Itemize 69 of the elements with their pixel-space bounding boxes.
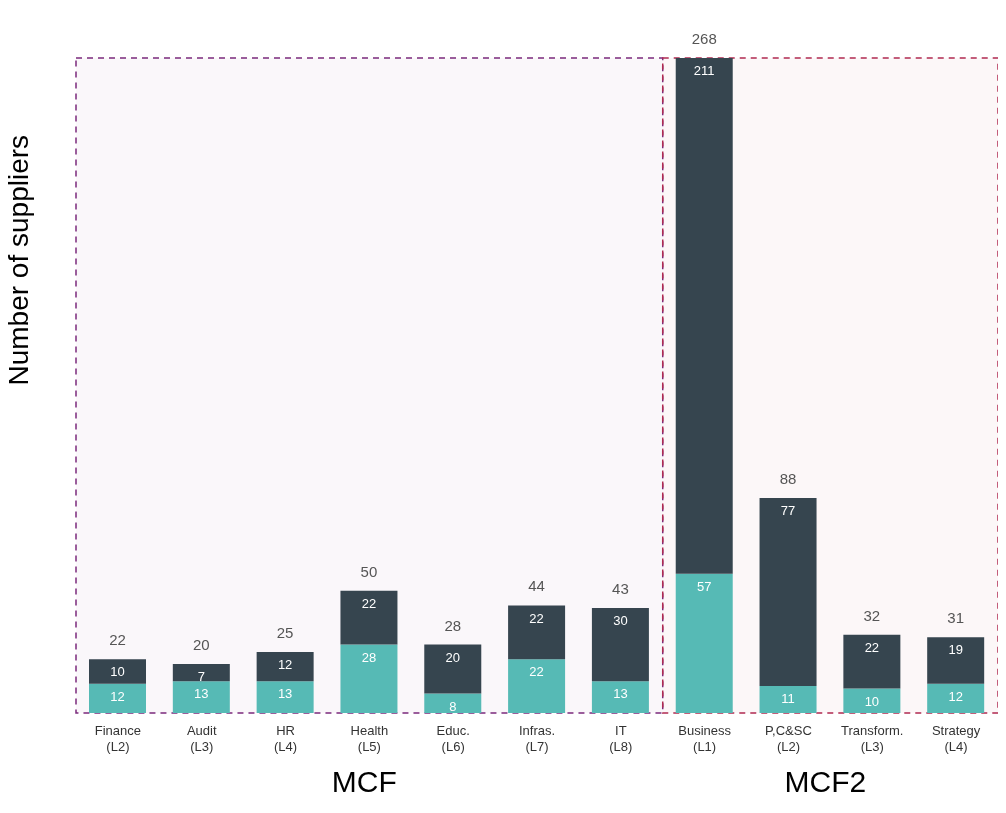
- bar: [424, 644, 482, 694]
- data-label: 77: [780, 503, 796, 519]
- data-label: 19: [948, 642, 963, 658]
- total-label: 32: [863, 606, 881, 624]
- bar: [927, 683, 985, 713]
- x-tick-label: Strategy (L4): [931, 723, 981, 754]
- bar: [927, 637, 985, 684]
- band-label: MCF: [331, 765, 397, 798]
- total-label: 31: [947, 609, 965, 627]
- x-tick-label: Transform. (L3): [841, 723, 904, 754]
- bar: [340, 644, 398, 713]
- bar: [591, 681, 649, 713]
- total-label: 268: [691, 30, 717, 47]
- bar: [675, 58, 733, 574]
- y-axis-title: Number of suppliers: [2, 134, 34, 386]
- data-label: 10: [864, 693, 880, 709]
- bar: [759, 686, 817, 713]
- data-label: 13: [613, 686, 628, 702]
- total-label: 43: [612, 579, 629, 597]
- data-label: 8: [449, 698, 457, 714]
- x-tick-label: IT (L8): [609, 723, 633, 754]
- data-label: 22: [529, 610, 544, 626]
- bar: [89, 659, 146, 684]
- x-tick-label: P,C&SC (L2): [765, 723, 812, 754]
- x-tick-label: Finance (L2): [94, 723, 142, 754]
- data-label: 13: [277, 686, 293, 702]
- total-label: 20: [192, 636, 210, 654]
- total-label: 50: [360, 562, 378, 580]
- total-label: 28: [444, 616, 462, 634]
- bar: [675, 573, 733, 713]
- data-label: 30: [613, 613, 628, 629]
- data-label: 22: [361, 596, 377, 612]
- x-tick-label: Audit (L3): [186, 723, 217, 754]
- bar: [256, 651, 314, 682]
- data-label: 22: [864, 640, 880, 656]
- bar: [843, 688, 901, 713]
- bar: [256, 681, 314, 713]
- x-tick-label: Health (L5): [350, 723, 389, 754]
- bar: [172, 681, 230, 713]
- bar: [89, 683, 146, 713]
- data-label: 12: [277, 657, 293, 673]
- data-label: 11: [781, 691, 795, 707]
- data-label: 7: [197, 669, 205, 685]
- bar: [843, 634, 901, 689]
- total-label: 25: [276, 623, 294, 641]
- bar: [508, 659, 566, 713]
- x-tick-label: Educ. (L6): [436, 723, 470, 754]
- x-tick-label: Business (L1): [678, 723, 732, 754]
- data-label: 57: [696, 578, 712, 594]
- band-label: MCF2: [784, 765, 867, 798]
- bar: [424, 693, 482, 713]
- data-label: 211: [693, 63, 715, 79]
- bar: [508, 605, 566, 660]
- data-label: 22: [529, 664, 544, 680]
- bar: [172, 664, 230, 682]
- total-label: 22: [109, 631, 126, 649]
- data-label: 10: [110, 664, 125, 680]
- data-label: 13: [194, 686, 209, 702]
- bar: [340, 590, 398, 645]
- data-label: 20: [445, 649, 461, 665]
- x-tick-label: HR (L4): [273, 723, 298, 754]
- bar: [759, 497, 817, 687]
- bar: [591, 607, 649, 682]
- total-label: 44: [528, 577, 545, 595]
- total-label: 88: [779, 469, 797, 487]
- x-tick-label: Infras. (L7): [518, 723, 556, 754]
- data-label: 12: [948, 688, 963, 704]
- data-label: 12: [110, 688, 125, 704]
- data-label: 28: [361, 649, 377, 665]
